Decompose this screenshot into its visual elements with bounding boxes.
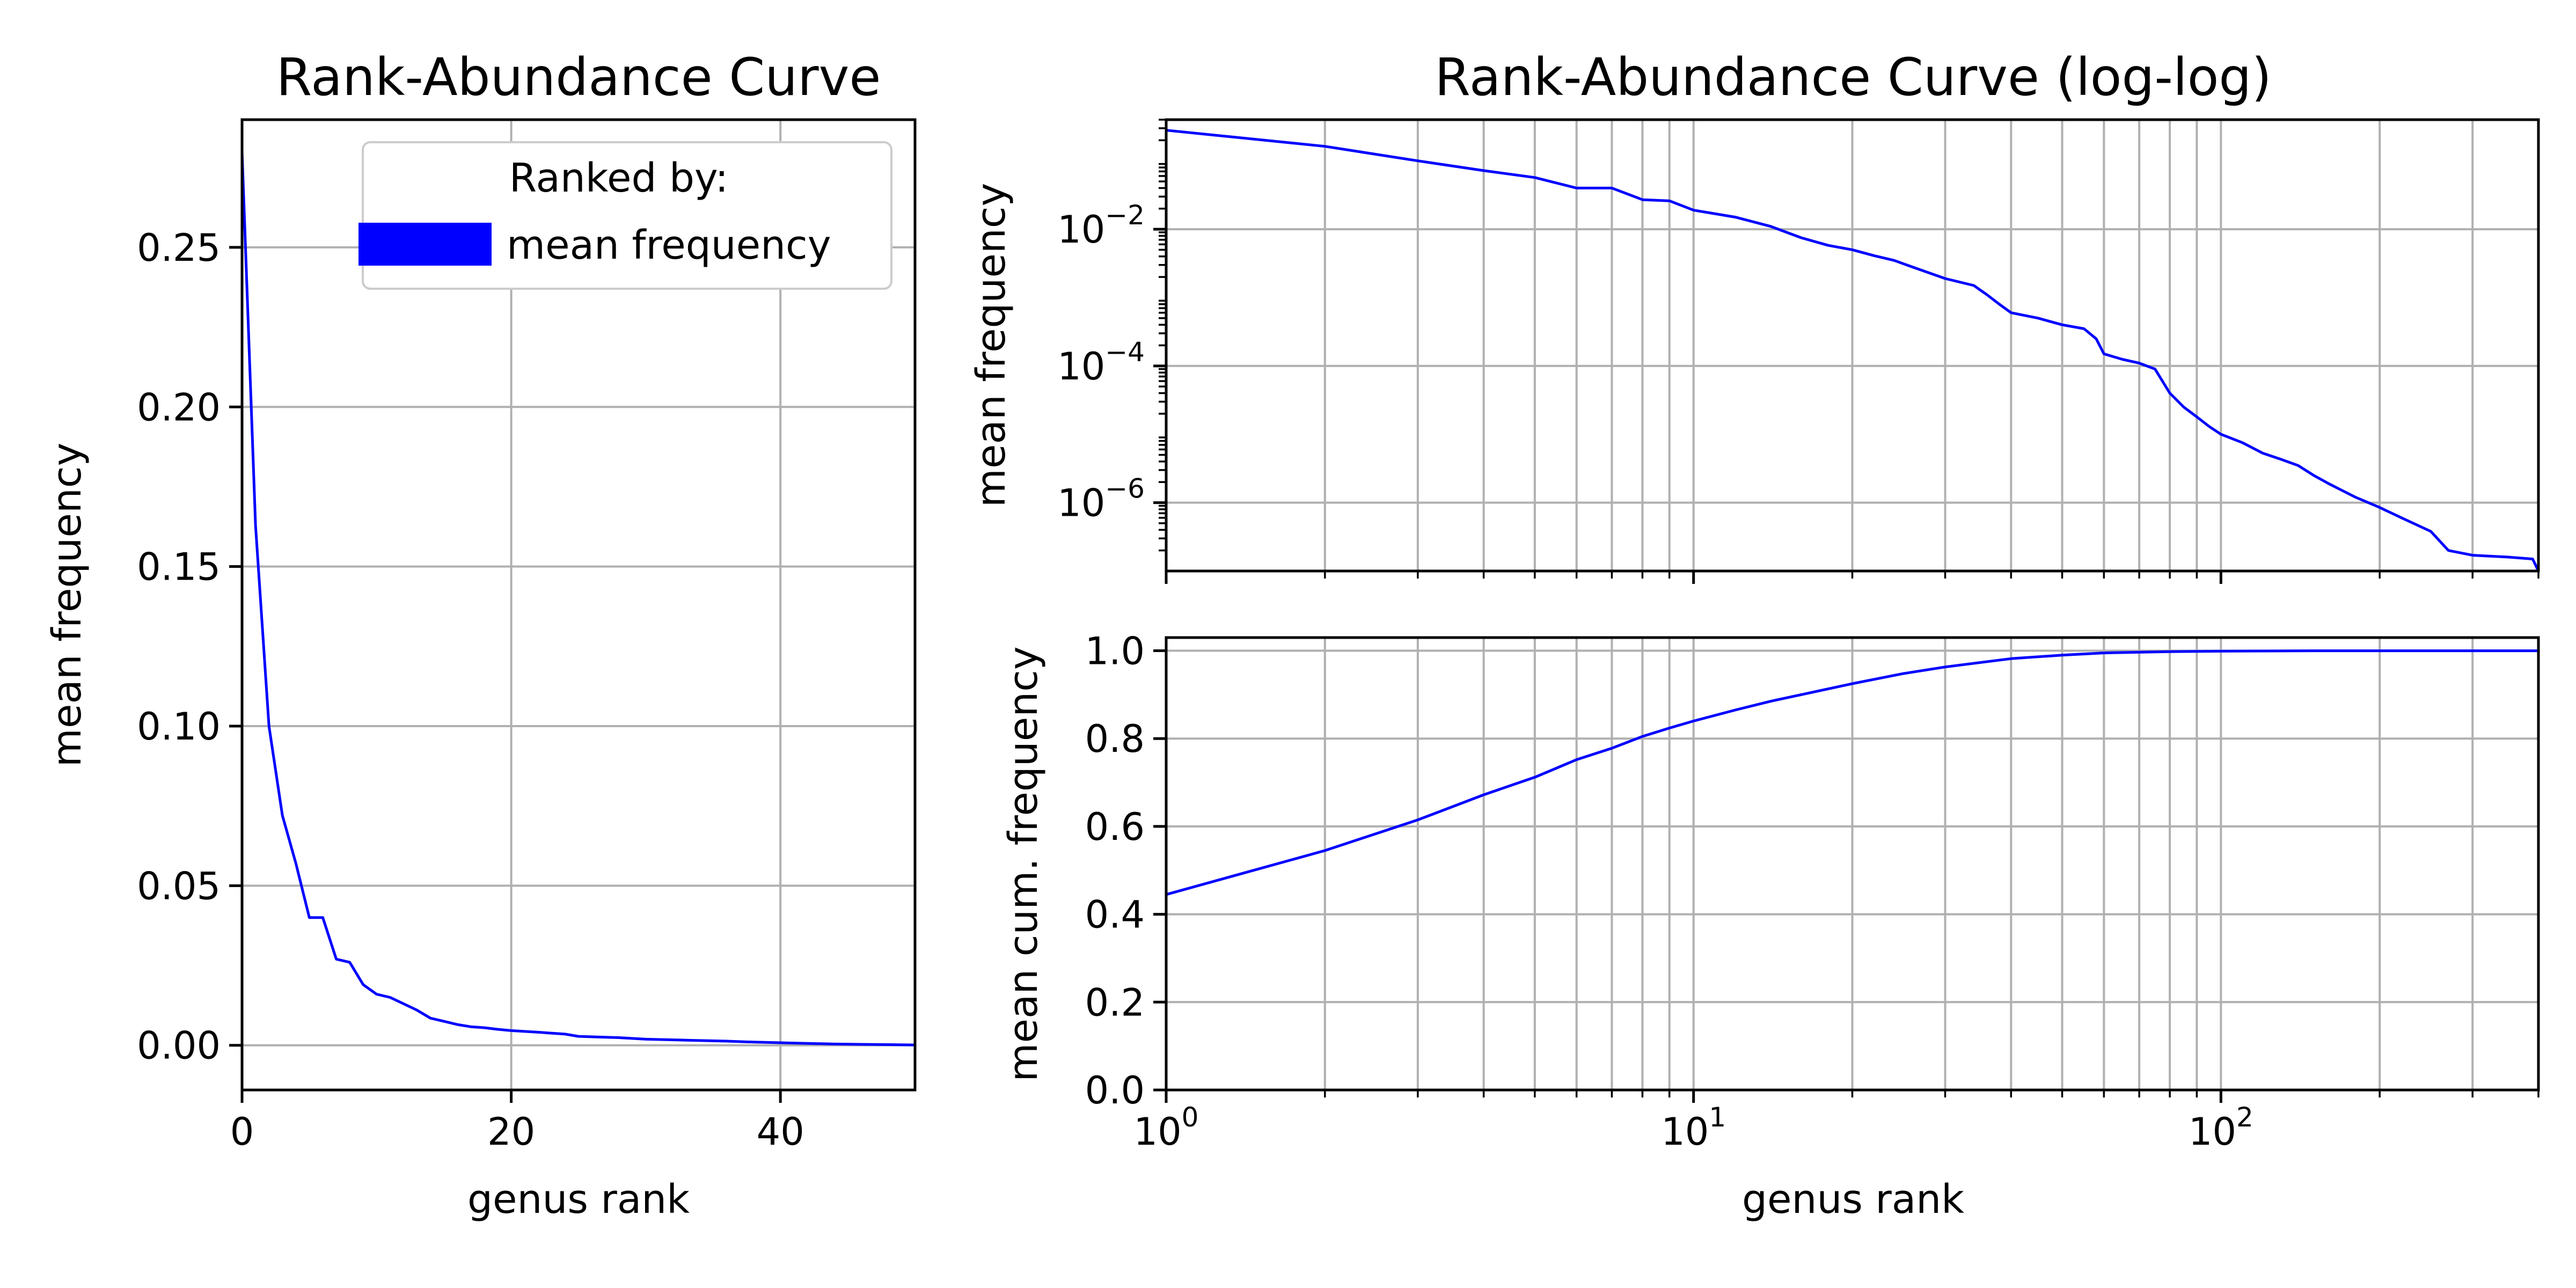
series-line bbox=[240, 151, 916, 1046]
top-chart-title: Rank-Abundance Curve (log-log) bbox=[1435, 47, 2272, 107]
legend-title: Ranked by: bbox=[509, 155, 729, 201]
y-tick-label: 0.6 bbox=[1085, 805, 1145, 849]
cumulative-frequency-chart: 100 101 102 0.0 0.2 0.4 0.6 0.8 1.0 genus rank m… bbox=[1000, 630, 2540, 1223]
y-tick-label: 10−4 bbox=[1057, 336, 1145, 389]
x-tick-label: 101 bbox=[1661, 1102, 1726, 1154]
series-line bbox=[1166, 649, 2538, 896]
top-y-axis-label: mean frequency bbox=[968, 183, 1014, 508]
left-chart-title: Rank-Abundance Curve bbox=[276, 47, 881, 107]
x-tick-label: 0 bbox=[230, 1110, 254, 1154]
x-tick-label: 20 bbox=[487, 1110, 535, 1154]
y-tick-label: 0.15 bbox=[137, 545, 221, 589]
legend: Ranked by: mean frequency bbox=[358, 141, 892, 290]
y-tick-label: 0.20 bbox=[137, 385, 221, 429]
y-tick-label: 0.0 bbox=[1085, 1069, 1145, 1113]
bottom-x-axis-label: genus rank bbox=[1742, 1176, 1964, 1223]
y-tick-label: 0.10 bbox=[137, 705, 221, 749]
x-tick-label: 102 bbox=[2189, 1102, 2253, 1154]
log-log-rank-abundance-chart: 10−2 10−4 10−6 Rank-Abundance Curve (log-l… bbox=[968, 47, 2540, 584]
legend-frame bbox=[362, 141, 892, 290]
left-plot-frame bbox=[240, 118, 917, 1092]
left-y-axis-label: mean frequency bbox=[44, 443, 90, 767]
bottom-y-axis-label: mean cum. frequency bbox=[1000, 646, 1046, 1081]
x-tick-label: 40 bbox=[757, 1110, 804, 1154]
y-tick-label: 10−2 bbox=[1057, 200, 1145, 252]
y-tick-label: 0.4 bbox=[1085, 893, 1145, 937]
x-tick-label: 100 bbox=[1134, 1102, 1199, 1154]
y-tick-label: 0.00 bbox=[137, 1024, 221, 1068]
legend-swatch bbox=[358, 223, 492, 266]
y-tick-label: 10−6 bbox=[1057, 473, 1145, 525]
y-tick-label: 0.2 bbox=[1085, 980, 1145, 1024]
series-line bbox=[1166, 129, 2540, 572]
left-x-axis-label: genus rank bbox=[467, 1176, 690, 1223]
linear-rank-abundance-chart: 0 20 40 0.00 0.05 0.10 0.15 0.20 0.25 Rank-Abund… bbox=[44, 47, 917, 1223]
y-tick-label: 0.25 bbox=[137, 226, 221, 270]
y-tick-label: 0.05 bbox=[137, 864, 221, 908]
y-tick-label: 0.8 bbox=[1085, 717, 1145, 761]
legend-entry-mean-frequency: mean frequency bbox=[507, 222, 831, 268]
y-tick-label: 1.0 bbox=[1085, 630, 1145, 674]
